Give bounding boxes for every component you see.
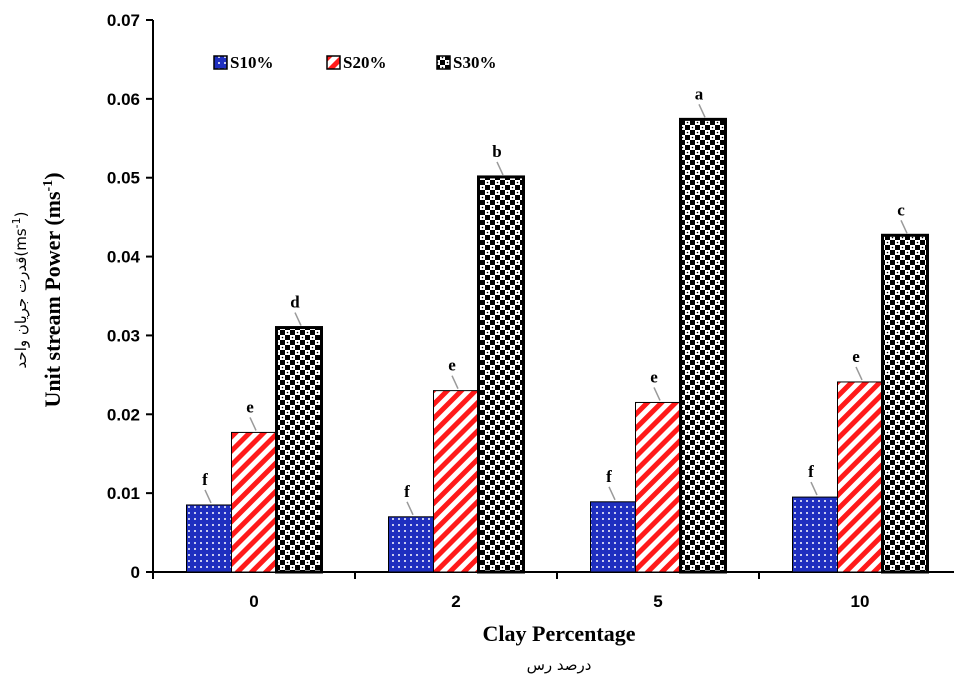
- legend-swatch-s20pct: [326, 55, 341, 70]
- bar-s10pct-5: [590, 501, 636, 573]
- y-tick-label: 0.02: [107, 405, 140, 424]
- significance-label: f: [606, 467, 612, 486]
- x-axis-title: Clay Percentage: [483, 621, 636, 646]
- significance-leader: [855, 366, 863, 381]
- significance-label: f: [404, 482, 410, 501]
- significance-label: e: [246, 397, 254, 416]
- significance-leader: [698, 104, 706, 118]
- y-tick-label: 0.06: [107, 90, 140, 109]
- y-tick-label: 0.05: [107, 169, 140, 188]
- bar-s10pct-0: [186, 504, 232, 573]
- bars: [186, 117, 929, 574]
- significance-label: e: [448, 356, 456, 375]
- bar-s20pct-2: [433, 390, 479, 573]
- bar-s20pct-5: [635, 401, 681, 573]
- bar-s30pct-10: [881, 233, 929, 574]
- bar-s10pct-10: [792, 496, 838, 573]
- significance-label: e: [852, 347, 860, 366]
- significance-label: f: [202, 470, 208, 489]
- bar-s20pct-0: [231, 431, 277, 573]
- x-axis-subtitle: درصد رس: [527, 656, 592, 674]
- legend-label: S20%: [343, 53, 386, 72]
- significance-leader: [451, 375, 459, 389]
- significance-label: c: [897, 200, 905, 219]
- x-tick-label: 0: [249, 592, 258, 611]
- y-axis-subtitle: قدرت جریان واحد(ms-1): [10, 212, 30, 369]
- significance-leader: [900, 219, 908, 234]
- y-tick-label: 0: [131, 563, 140, 582]
- significance-leader: [653, 387, 661, 401]
- bar-s10pct-2: [388, 516, 434, 573]
- significance-leader: [406, 501, 414, 516]
- y-tick-label: 0.07: [107, 11, 140, 30]
- legend-label: S30%: [453, 53, 496, 72]
- bar-s30pct-0: [275, 326, 323, 574]
- bar-s30pct-5: [679, 117, 727, 574]
- legend: S10% S20% S30%: [213, 53, 496, 72]
- legend-label: S10%: [230, 53, 273, 72]
- y-axis-title: Unit stream Power (ms-1): [40, 172, 65, 407]
- significance-leader: [249, 417, 257, 431]
- y-tick-label: 0.04: [107, 248, 141, 267]
- legend-swatch-s30pct: [436, 55, 451, 70]
- x-axis: 0 2 5 10: [152, 571, 954, 611]
- significance-label: a: [695, 84, 704, 103]
- significance-label: b: [492, 142, 501, 161]
- significance-leader: [810, 481, 818, 496]
- y-tick-label: 0.03: [107, 326, 140, 345]
- legend-swatch-s10pct: [213, 55, 228, 70]
- x-tick-label: 5: [653, 592, 662, 611]
- significance-label: f: [808, 462, 814, 481]
- bar-s20pct-10: [837, 381, 883, 573]
- x-tick-label: 10: [851, 592, 870, 611]
- significance-leader: [204, 489, 212, 504]
- x-tick-label: 2: [451, 592, 460, 611]
- y-axis: 0 0.01 0.02 0.03 0.04 0.05 0.06 0.07: [107, 11, 154, 582]
- y-tick-label: 0.01: [107, 484, 140, 503]
- significance-labels: f f f f e e e e d b a c: [202, 84, 908, 516]
- significance-label: e: [650, 367, 658, 386]
- significance-leader: [294, 312, 302, 326]
- significance-leader: [496, 161, 504, 176]
- significance-leader: [608, 486, 616, 501]
- significance-label: d: [290, 293, 300, 312]
- bar-s30pct-2: [477, 175, 525, 574]
